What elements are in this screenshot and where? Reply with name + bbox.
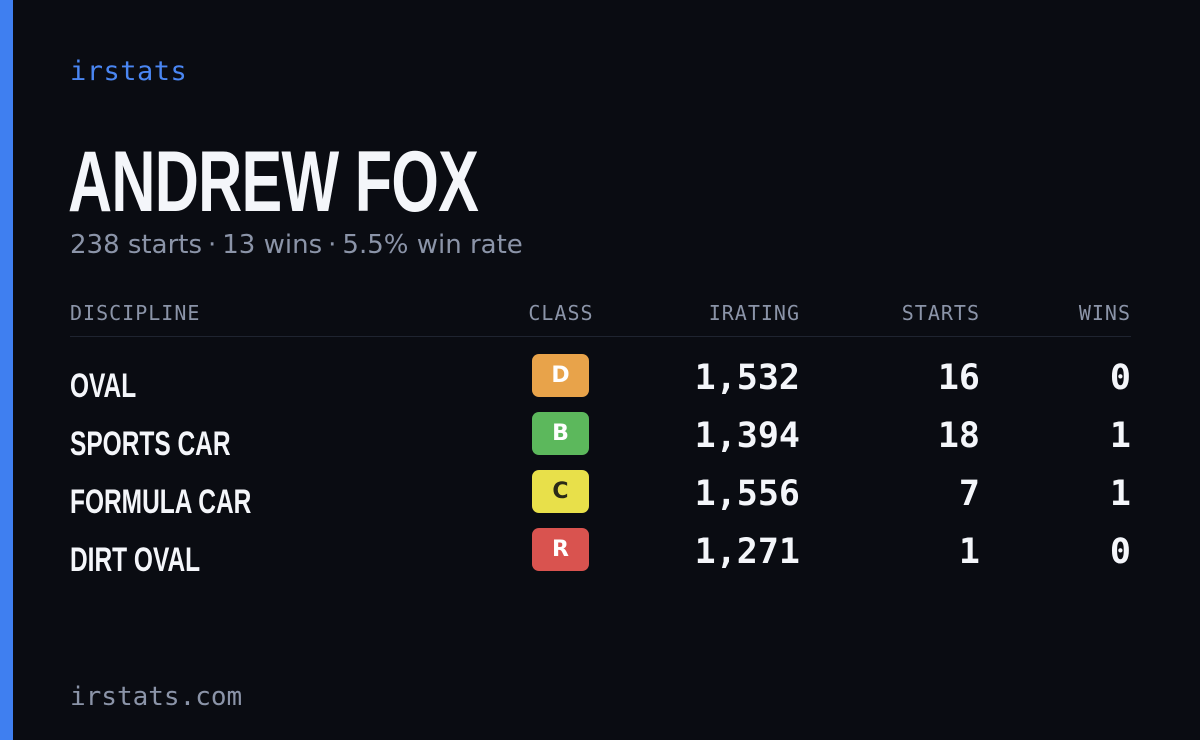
header-wins: WINS	[1078, 301, 1131, 325]
class-badge: D	[532, 354, 589, 397]
wins-summary: 13 wins	[222, 230, 323, 260]
wins-value: 0	[1109, 358, 1131, 398]
irating-value: 1,394	[694, 416, 800, 456]
wins-value: 1	[1109, 416, 1131, 456]
class-badge: B	[532, 412, 589, 455]
brand-logo-text[interactable]: irstats	[70, 56, 188, 87]
win-rate-summary: 5.5% win rate	[342, 230, 523, 260]
summary-separator: ·	[208, 230, 217, 260]
wins-value: 0	[1109, 532, 1131, 572]
irating-value: 1,556	[694, 474, 800, 514]
starts-value: 7	[958, 474, 980, 514]
header-irating: IRATING	[708, 301, 800, 325]
table-row: DIRT OVAL R 1,271 1 0	[70, 528, 1131, 586]
table-row: OVAL D 1,532 16 0	[70, 354, 1131, 412]
wins-value: 1	[1109, 474, 1131, 514]
discipline-name: FORMULA CAR	[70, 483, 252, 521]
starts-value: 18	[937, 416, 980, 456]
table-header-row: DISCIPLINE CLASS IRATING STARTS WINS	[70, 296, 1131, 337]
discipline-name: OVAL	[70, 367, 137, 405]
discipline-name: SPORTS CAR	[70, 425, 231, 463]
header-starts: STARTS	[901, 301, 980, 325]
starts-value: 16	[937, 358, 980, 398]
summary-separator: ·	[328, 230, 337, 260]
starts-value: 1	[958, 532, 980, 572]
driver-summary: 238 starts · 13 wins · 5.5% win rate	[70, 228, 523, 262]
discipline-stats-table: DISCIPLINE CLASS IRATING STARTS WINS OVA…	[70, 296, 1131, 586]
starts-summary: 238 starts	[70, 230, 202, 260]
header-class: CLASS	[528, 301, 594, 325]
footer-site-url[interactable]: irstats.com	[70, 682, 243, 712]
table-row: FORMULA CAR C 1,556 7 1	[70, 470, 1131, 528]
table-row: SPORTS CAR B 1,394 18 1	[70, 412, 1131, 470]
driver-name: ANDREW FOX	[68, 134, 479, 230]
class-badge: C	[532, 470, 589, 513]
irating-value: 1,271	[694, 532, 800, 572]
irating-value: 1,532	[694, 358, 800, 398]
class-badge: R	[532, 528, 589, 571]
header-discipline: DISCIPLINE	[70, 301, 201, 325]
table-body: OVAL D 1,532 16 0 SPORTS CAR B 1,394 18 …	[70, 354, 1131, 586]
discipline-name: DIRT OVAL	[70, 541, 201, 579]
accent-bar	[0, 0, 13, 740]
